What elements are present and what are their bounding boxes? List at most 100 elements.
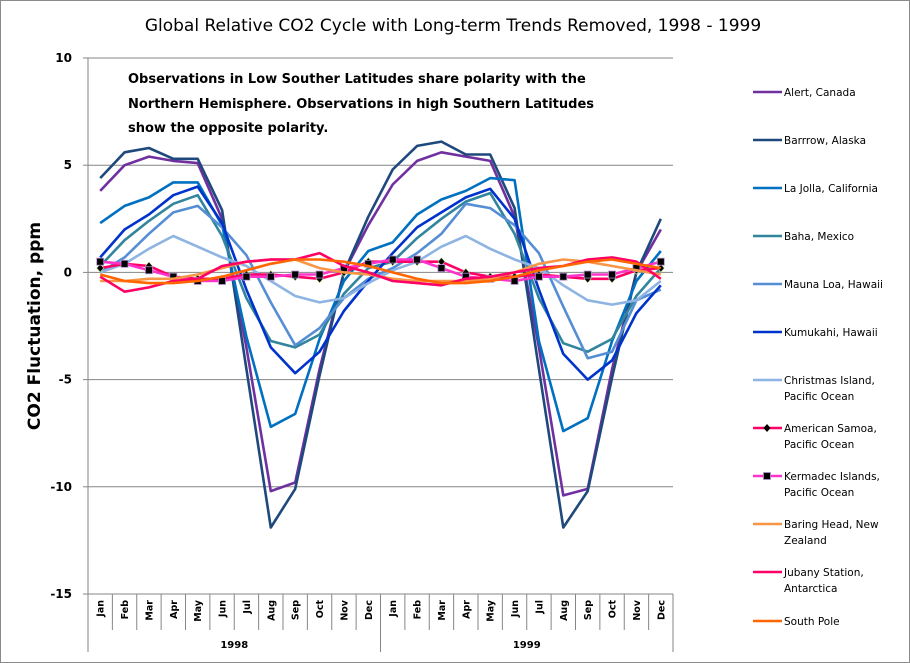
series-line [99, 202, 662, 360]
x-tick-label: Apr [461, 600, 472, 619]
data-point-square [510, 277, 519, 285]
x-tick-label: Mar [144, 600, 155, 621]
legend-label: Barrrow, Alaska [784, 135, 866, 147]
legend: Alert, Canada Barrrow, Alaska La Jolla, Ca… [753, 87, 883, 628]
data-point-square [266, 272, 275, 281]
series-lines [96, 140, 665, 529]
series-line [99, 191, 662, 354]
y-tick-label: -10 [50, 480, 72, 494]
legend-label: Christmas Island, [784, 375, 875, 387]
legend-label: Kumukahi, Hawaii [784, 327, 878, 339]
legend-label: La Jolla, California [784, 183, 878, 195]
x-tick-label: Nov [632, 599, 643, 620]
x-tick-label: Feb [413, 600, 424, 620]
series-line [99, 176, 662, 433]
data-point-square [413, 255, 421, 264]
legend-item: Barrrow, Alaska [753, 135, 866, 147]
legend-label: Baha, Mexico [784, 231, 854, 243]
annotation-line-3: show the opposite polarity. [128, 121, 328, 136]
data-point-square [242, 272, 251, 281]
chart-title: Global Relative CO2 Cycle with Long-term… [145, 16, 761, 36]
legend-item: Baring Head, New Zealand [753, 519, 879, 547]
legend-item: Mauna Loa, Hawaii [753, 279, 883, 291]
series-mauna-loa-hawaii [99, 202, 662, 360]
data-point-square [218, 277, 226, 285]
series-alert-canada [99, 151, 662, 497]
legend-label: Antarctica [784, 583, 838, 595]
legend-marker-diamond [763, 424, 771, 432]
y-tick-label: 5 [64, 158, 72, 172]
legend-label: Pacific Ocean [784, 487, 854, 499]
x-tick-label: Jan [96, 600, 107, 618]
legend-item: La Jolla, California [753, 183, 878, 195]
x-tick-label: Oct [315, 600, 326, 619]
legend-label: Alert, Canada [784, 87, 856, 99]
series-kumukahi-hawaii [99, 185, 662, 381]
legend-item: Baha, Mexico [753, 231, 854, 243]
x-tick-label: Nov [339, 599, 350, 620]
gridlines [88, 57, 673, 488]
data-point-square [559, 272, 568, 281]
legend-item: Christmas Island, Pacific Ocean [753, 375, 875, 403]
legend-item: American Samoa, Pacific Ocean [753, 423, 877, 451]
y-tick-label: -5 [59, 373, 72, 387]
x-tick-label: May [193, 599, 204, 622]
axes [83, 57, 674, 652]
x-tick-label: May [486, 599, 497, 622]
data-point-diamond [96, 263, 105, 273]
annotation-line-1: Observations in Low Souther Latitudes sh… [128, 72, 586, 87]
x-tick-label: Jul [242, 600, 253, 615]
annotation: Observations in Low Souther Latitudes sh… [128, 72, 594, 136]
x-tick-label: Aug [266, 600, 277, 621]
series-la-jolla-california [99, 176, 662, 433]
legend-marker-square [763, 472, 771, 480]
legend-item: Kumukahi, Hawaii [753, 327, 878, 339]
x-tick-label: Jun [218, 600, 229, 618]
x-tick-label: Dec [364, 600, 375, 620]
x-group-label: 1998 [220, 640, 248, 651]
annotation-line-2: Northern Hemisphere. Observations in hig… [128, 97, 594, 112]
legend-label: Zealand [784, 535, 827, 547]
y-axis-label: CO2 Fluctuation, ppm [25, 222, 45, 430]
x-tick-label: Jul [534, 600, 545, 615]
legend-label: South Pole [784, 616, 840, 628]
legend-label: American Samoa, [784, 423, 877, 435]
data-point-square [437, 264, 446, 273]
series-line [99, 185, 662, 381]
legend-label: Baring Head, New [784, 519, 879, 531]
legend-label: Mauna Loa, Hawaii [784, 279, 883, 291]
data-point-square [388, 255, 397, 264]
series-baha-mexico [99, 191, 662, 354]
x-group-label: 1999 [513, 640, 541, 651]
data-point-square [291, 270, 300, 279]
data-point-square [535, 272, 543, 281]
x-tick-label: Mar [437, 600, 448, 621]
data-point-square [120, 259, 129, 268]
x-tick-label: Apr [169, 600, 180, 619]
legend-label: Kermadec Islands, [784, 471, 880, 483]
legend-label: Jubany Station, [783, 567, 864, 579]
data-point-square [96, 257, 105, 266]
data-point-square [145, 266, 153, 275]
legend-label: Pacific Ocean [784, 439, 854, 451]
x-tick-label: Jun [510, 600, 521, 618]
legend-item: Kermadec Islands, Pacific Ocean [753, 471, 880, 499]
x-tick-label: Sep [583, 600, 594, 620]
x-tick-label: Dec [656, 600, 667, 620]
data-point-square [315, 270, 324, 279]
y-tick-label: 10 [55, 51, 72, 65]
y-axis-ticks: 10 5 0 -5 -10 -15 [50, 51, 72, 601]
legend-item: Jubany Station, Antarctica [753, 567, 864, 595]
data-point-square [608, 270, 616, 279]
data-point-square [656, 257, 665, 266]
legend-item: Alert, Canada [753, 87, 856, 99]
data-point-square [583, 270, 592, 279]
x-tick-label: Jan [388, 600, 399, 618]
legend-label: Pacific Ocean [784, 391, 854, 403]
x-tick-label: Oct [608, 600, 619, 619]
series-line [99, 140, 662, 529]
series-south-pole [99, 258, 662, 285]
series-line [99, 151, 662, 497]
x-tick-label: Feb [120, 600, 131, 620]
